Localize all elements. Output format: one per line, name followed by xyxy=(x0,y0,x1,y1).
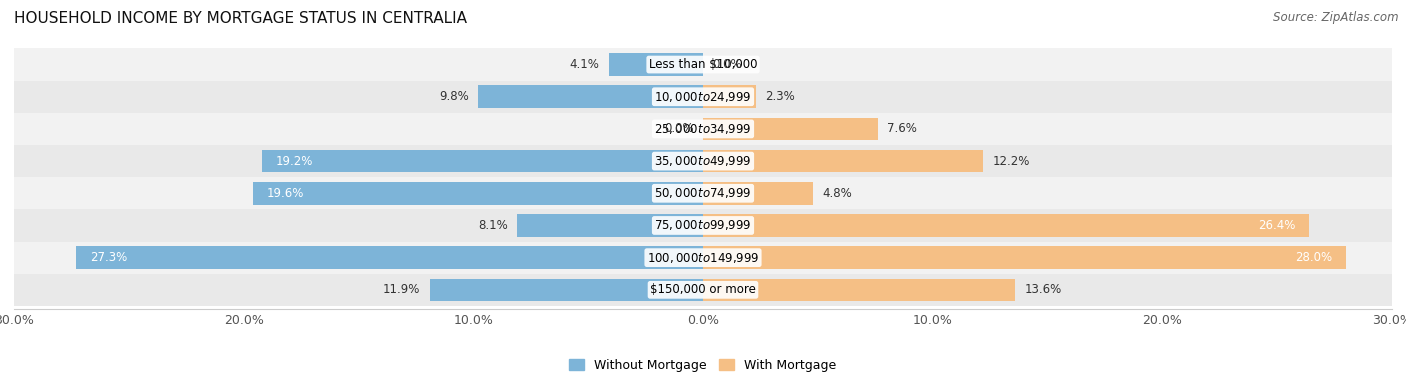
Text: $100,000 to $149,999: $100,000 to $149,999 xyxy=(647,251,759,265)
Bar xyxy=(14,177,1392,209)
Bar xyxy=(703,86,756,108)
Text: 0.0%: 0.0% xyxy=(664,123,693,135)
Bar xyxy=(14,49,1392,81)
Text: 4.1%: 4.1% xyxy=(569,58,599,71)
Bar xyxy=(14,274,1392,306)
Text: 19.2%: 19.2% xyxy=(276,155,314,168)
Bar xyxy=(517,214,703,237)
Text: 0.0%: 0.0% xyxy=(713,58,742,71)
Text: 11.9%: 11.9% xyxy=(384,284,420,296)
Bar xyxy=(703,150,983,172)
Bar xyxy=(14,145,1392,177)
Bar xyxy=(76,247,703,269)
Text: $50,000 to $74,999: $50,000 to $74,999 xyxy=(654,186,752,200)
Text: 19.6%: 19.6% xyxy=(267,187,304,200)
Text: 9.8%: 9.8% xyxy=(439,90,468,103)
Bar xyxy=(430,279,703,301)
Bar xyxy=(253,182,703,205)
Text: $150,000 or more: $150,000 or more xyxy=(650,284,756,296)
Text: 13.6%: 13.6% xyxy=(1025,284,1062,296)
Text: $25,000 to $34,999: $25,000 to $34,999 xyxy=(654,122,752,136)
Text: 27.3%: 27.3% xyxy=(90,251,127,264)
Bar xyxy=(703,214,1309,237)
Bar xyxy=(609,53,703,76)
Text: $35,000 to $49,999: $35,000 to $49,999 xyxy=(654,154,752,168)
Text: 4.8%: 4.8% xyxy=(823,187,852,200)
Legend: Without Mortgage, With Mortgage: Without Mortgage, With Mortgage xyxy=(564,354,842,377)
Bar xyxy=(703,182,813,205)
Text: 2.3%: 2.3% xyxy=(765,90,794,103)
Bar xyxy=(703,279,1015,301)
Bar xyxy=(703,118,877,140)
Text: $75,000 to $99,999: $75,000 to $99,999 xyxy=(654,218,752,233)
Text: 26.4%: 26.4% xyxy=(1258,219,1295,232)
Text: 8.1%: 8.1% xyxy=(478,219,508,232)
Text: Source: ZipAtlas.com: Source: ZipAtlas.com xyxy=(1274,11,1399,24)
Text: 12.2%: 12.2% xyxy=(993,155,1029,168)
Text: 28.0%: 28.0% xyxy=(1295,251,1333,264)
Text: $10,000 to $24,999: $10,000 to $24,999 xyxy=(654,90,752,104)
Text: Less than $10,000: Less than $10,000 xyxy=(648,58,758,71)
Text: 7.6%: 7.6% xyxy=(887,123,917,135)
Text: HOUSEHOLD INCOME BY MORTGAGE STATUS IN CENTRALIA: HOUSEHOLD INCOME BY MORTGAGE STATUS IN C… xyxy=(14,11,467,26)
Bar xyxy=(703,247,1346,269)
Bar xyxy=(14,81,1392,113)
Bar xyxy=(14,113,1392,145)
Bar xyxy=(14,242,1392,274)
Bar xyxy=(478,86,703,108)
Bar xyxy=(14,209,1392,242)
Bar xyxy=(262,150,703,172)
